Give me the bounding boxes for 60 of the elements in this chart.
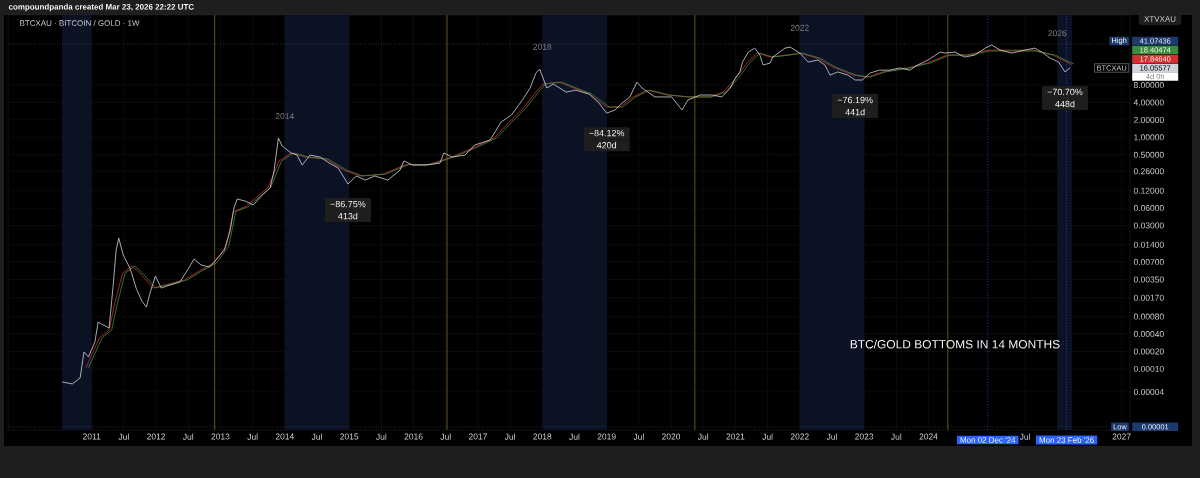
annotation: 441d [845, 108, 865, 116]
x-tick-label: Jul [762, 433, 773, 440]
x-tick-label: Jul [311, 433, 322, 440]
annotation: BTC/GOLD BOTTOMS IN 14 MONTHS [850, 339, 1060, 349]
x-tick-label: 2012 [147, 433, 166, 440]
x-tick-label: 2011 [83, 433, 101, 440]
x-tick-label: 2024 [919, 433, 938, 440]
y-tick-label: 0.00020 [1133, 348, 1164, 355]
x-tick-label: 2022 [790, 433, 809, 440]
annotation: −76.19% [837, 96, 873, 104]
y-tick-label: 8.00000 [1133, 82, 1164, 89]
y-tick-label: 0.03000 [1133, 222, 1164, 229]
annotation: 420d [596, 141, 617, 149]
x-tick-label: 2020 [662, 433, 681, 440]
y-tick-label: 1.00000 [1134, 134, 1164, 141]
annotation: −84.12% [589, 129, 625, 137]
x-tick-label: Jul [633, 433, 644, 440]
y-tick-label: 4.00000 [1133, 99, 1164, 106]
x-tick-label: 2014 [275, 433, 294, 440]
x-tick-label: 2023 [855, 433, 874, 440]
annotation: 2022 [790, 24, 809, 31]
x-tick-label: 2018 [533, 433, 552, 440]
y-tick-label: 0.00080 [1133, 313, 1164, 320]
x-tick-label: Jul [569, 433, 580, 440]
x-tick-label: 2016 [404, 433, 423, 440]
y-tick-label: 0.00170 [1133, 294, 1164, 301]
annotation: 413d [338, 212, 358, 220]
x-tick-label: Jul [440, 433, 451, 440]
annotation: 2026 [1048, 30, 1067, 37]
y-tick-label: 0.00040 [1133, 331, 1164, 338]
y-tick-label: 2.00000 [1133, 116, 1164, 123]
annotation: 2014 [275, 113, 294, 120]
x-tick-label: Jul [504, 433, 515, 440]
x-tick-label: Jul [697, 433, 709, 440]
y-tick-label: 0.50000 [1133, 151, 1164, 158]
y-tick-label: 0.26000 [1133, 168, 1164, 175]
annotation: 448d [1055, 100, 1075, 108]
y-tick-label: 0.00350 [1133, 276, 1164, 283]
annotation: 2018 [533, 43, 552, 50]
x-tick-label: Jul [1019, 433, 1030, 440]
y-tick-label: 0.00700 [1133, 259, 1164, 266]
x-tick-label: Jul [182, 433, 194, 440]
annotation: −70.70% [1047, 88, 1083, 96]
y-tick-label: 0.12000 [1133, 187, 1164, 194]
x-tick-label: Jul [826, 433, 837, 440]
x-tick-label: 2013 [211, 433, 230, 440]
x-tick-label: 2021 [726, 433, 745, 440]
x-tick-label: 2017 [468, 433, 487, 440]
y-tick-label: 0.06000 [1133, 205, 1164, 212]
y-tick-label: 0.00004 [1133, 388, 1164, 395]
x-tick-label: 2019 [597, 433, 616, 440]
y-tick-label: 0.00010 [1133, 365, 1164, 372]
x-tick-label: 2027 [1112, 433, 1131, 440]
x-tick-label: Jul [376, 433, 387, 440]
x-tick-label: Jul [247, 433, 258, 440]
x-tick-label: Jul [891, 433, 902, 440]
y-tick-label: 0.01400 [1133, 241, 1164, 248]
x-tick-label: Jul [118, 433, 129, 440]
x-tick-label: 2015 [340, 433, 359, 440]
annotation: −86.75% [330, 200, 366, 208]
